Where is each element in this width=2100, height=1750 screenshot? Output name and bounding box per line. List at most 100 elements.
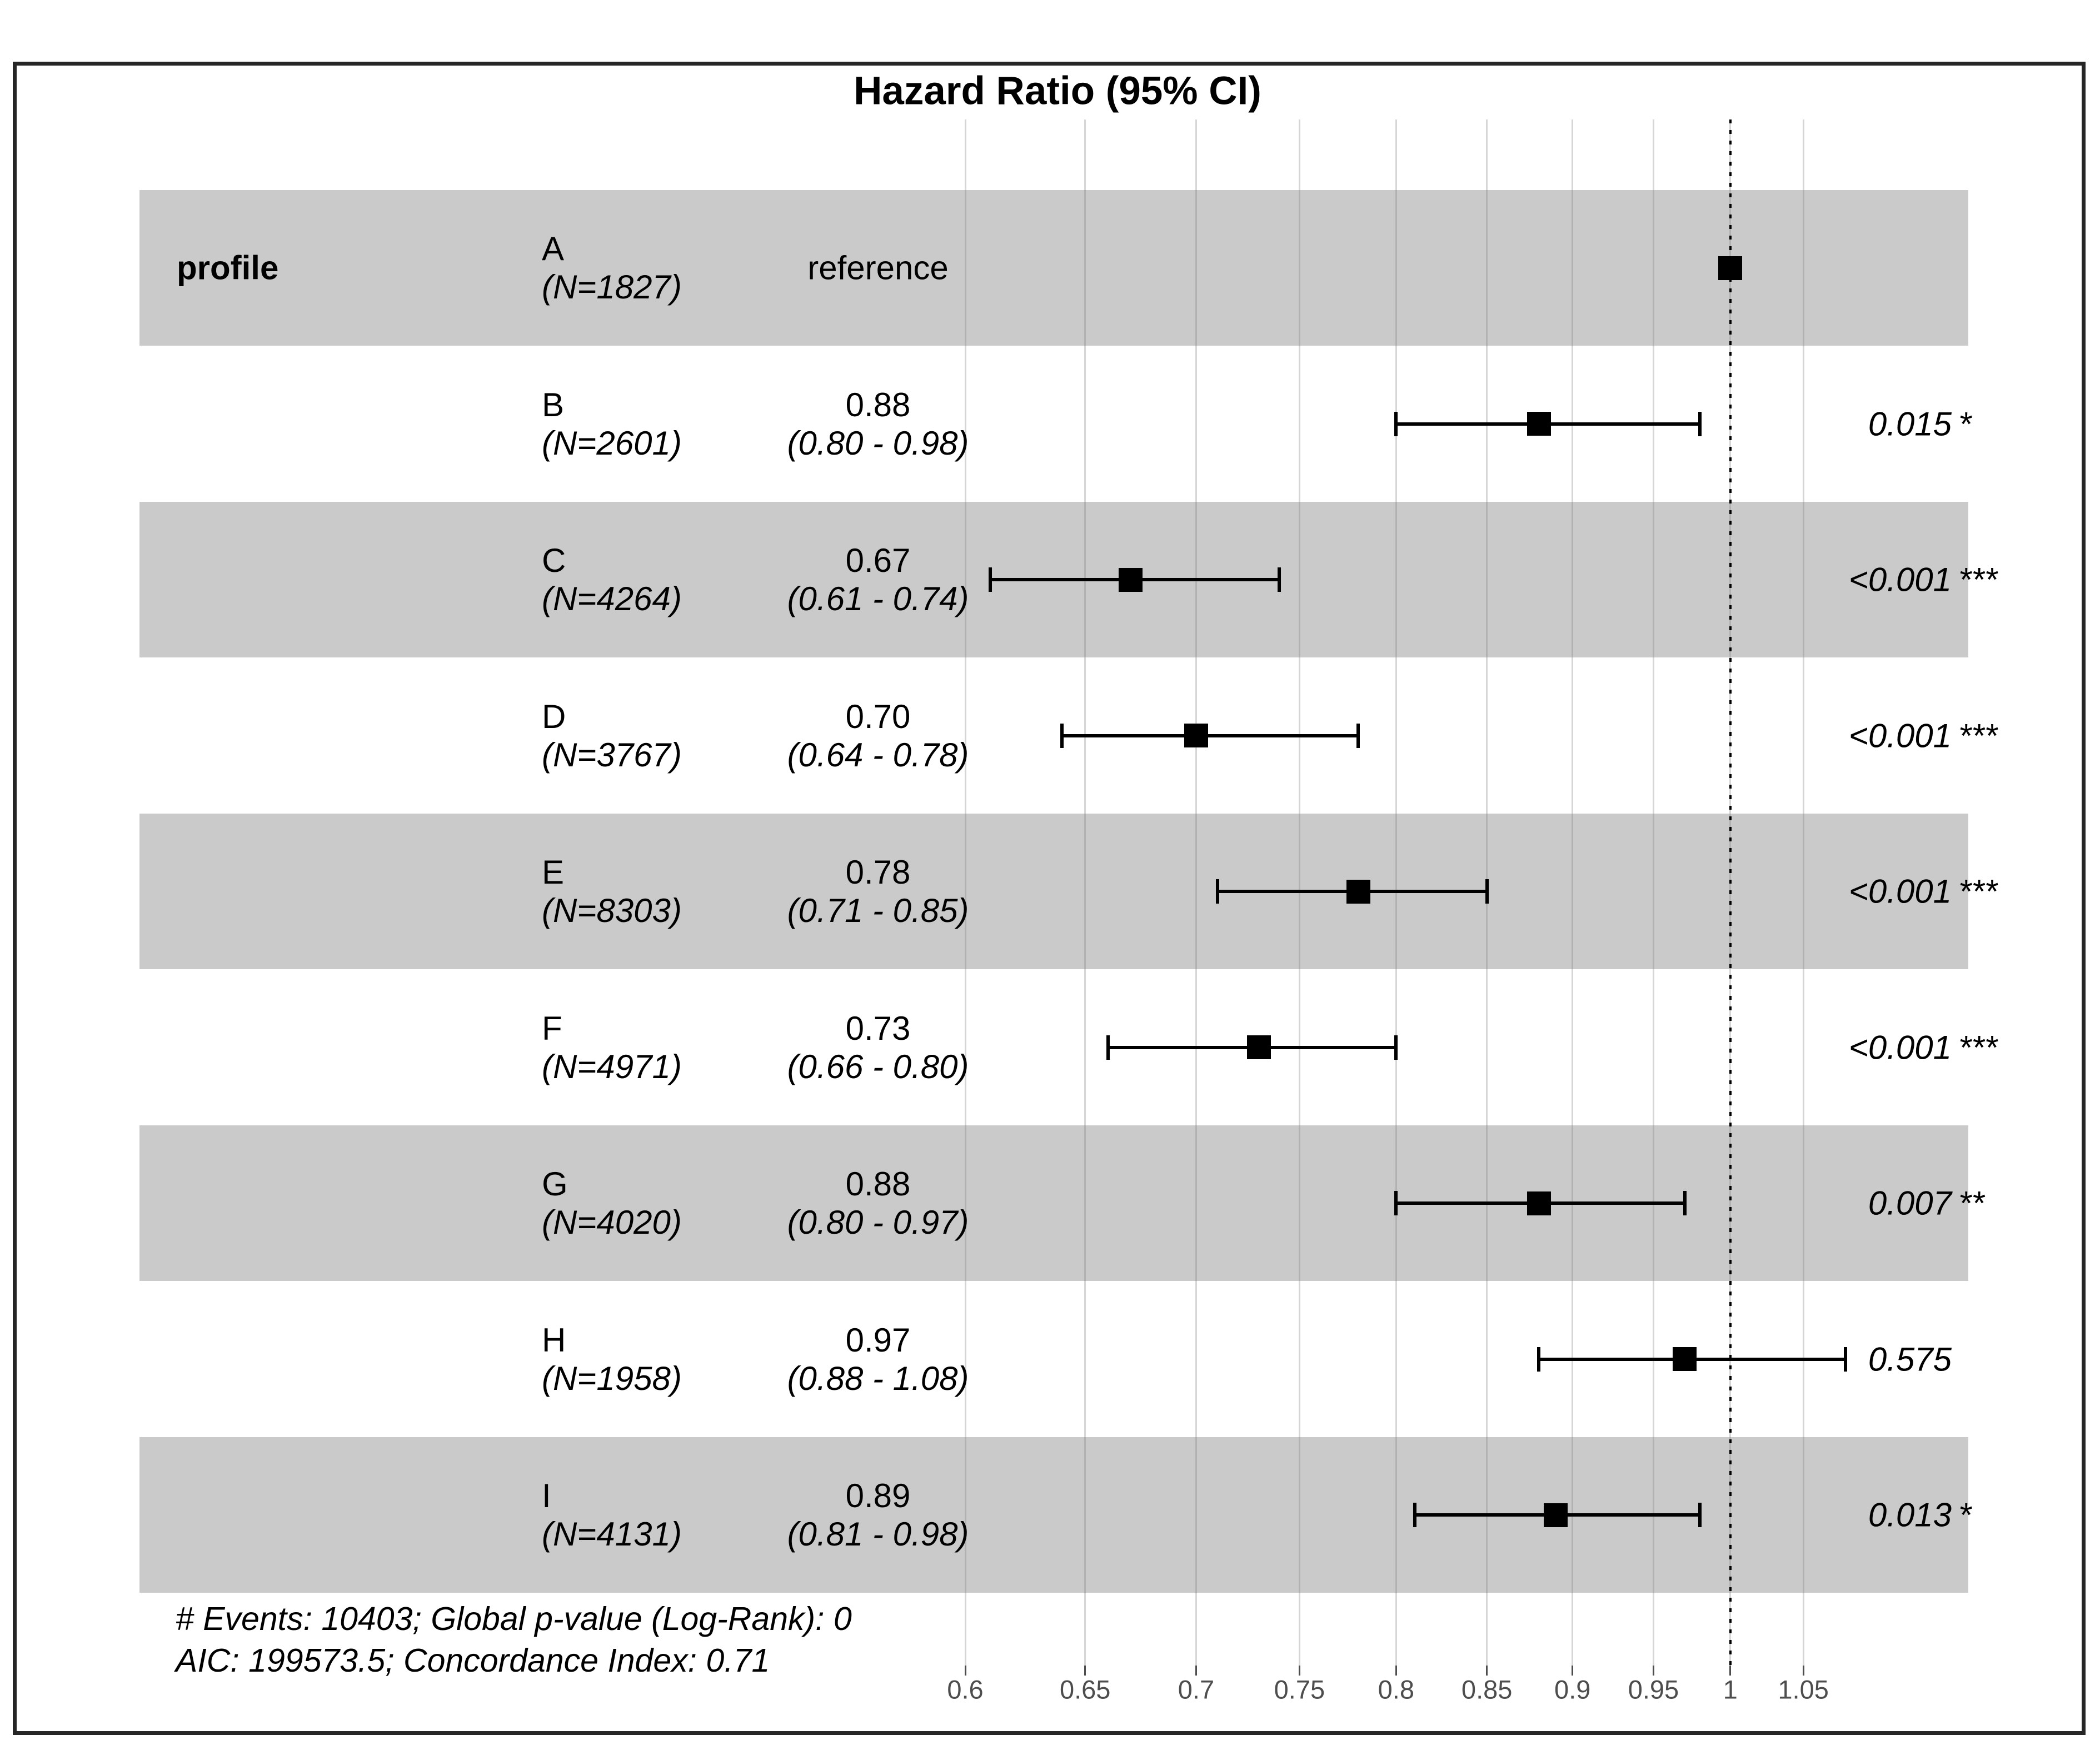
estimate-value-text: 0.89 xyxy=(845,1477,911,1514)
row-estimate-D: 0.70 (0.64 - 0.78) xyxy=(787,697,969,774)
hr-marker-A xyxy=(1718,256,1743,280)
ci-cap-left-E xyxy=(1215,879,1219,904)
p-value-B: 0.015 xyxy=(1868,405,1952,442)
estimate-ci-text: (0.61 - 0.74) xyxy=(787,580,969,617)
x-ticklabel-0.9: 0.9 xyxy=(1554,1674,1591,1704)
x-ticklabel-0.95: 0.95 xyxy=(1628,1674,1679,1704)
row-estimate-C: 0.67 (0.61 - 0.74) xyxy=(787,541,969,618)
p-value-I: 0.013 xyxy=(1868,1496,1952,1534)
estimate-ci-text: (0.71 - 0.85) xyxy=(787,892,969,929)
row-estimate-E: 0.78 (0.71 - 0.85) xyxy=(787,853,969,930)
ci-cap-right-E xyxy=(1485,879,1489,904)
row-estimate-G: 0.88 (0.80 - 0.97) xyxy=(787,1165,969,1242)
x-ticklabel-0.8: 0.8 xyxy=(1378,1674,1414,1704)
x-ticklabel-0.65: 0.65 xyxy=(1059,1674,1111,1704)
p-stars-D: *** xyxy=(1958,717,1998,754)
estimate-value-text: 0.88 xyxy=(845,1165,911,1203)
row-n-text: (N=4131) xyxy=(542,1515,682,1553)
hr-marker-B xyxy=(1527,412,1551,436)
p-stars-B: * xyxy=(1958,405,1972,442)
row-band-E xyxy=(139,813,1968,970)
x-tickmark-0.6 xyxy=(964,1666,966,1676)
row-level-text: D xyxy=(542,697,566,735)
row-n-text: (N=2601) xyxy=(542,424,682,462)
hr-marker-G xyxy=(1527,1191,1551,1215)
row-estimate-B: 0.88 (0.80 - 0.98) xyxy=(787,386,969,462)
row-band-G xyxy=(139,1125,1968,1282)
ci-cap-left-H xyxy=(1537,1347,1541,1372)
hr-marker-I xyxy=(1544,1503,1568,1527)
p-value-D: <0.001 xyxy=(1848,717,1952,754)
p-value-G: 0.007 xyxy=(1868,1184,1952,1222)
estimate-value-text: 0.67 xyxy=(845,542,911,579)
x-tickmark-0.8 xyxy=(1395,1666,1397,1676)
row-level-text: A xyxy=(542,230,565,267)
x-gridline-1.05 xyxy=(1802,119,1804,1666)
hr-marker-F xyxy=(1247,1035,1271,1059)
row-n-text: (N=1958) xyxy=(542,1359,682,1397)
x-ticklabel-0.85: 0.85 xyxy=(1461,1674,1513,1704)
ci-cap-right-G xyxy=(1683,1191,1687,1215)
row-level-text: E xyxy=(542,854,565,891)
ci-cap-right-D xyxy=(1356,723,1360,748)
x-ticklabel-1: 1 xyxy=(1723,1674,1738,1704)
row-label-G: G (N=4020) xyxy=(542,1165,682,1242)
row-label-H: H (N=1958) xyxy=(542,1321,682,1398)
estimate-ci-text: (0.64 - 0.78) xyxy=(787,736,969,774)
row-n-text: (N=3767) xyxy=(542,736,682,774)
row-label-D: D (N=3767) xyxy=(542,697,682,774)
reference-line xyxy=(1729,119,1732,1666)
x-gridline-0.9 xyxy=(1572,119,1574,1666)
ci-cap-right-H xyxy=(1844,1347,1848,1372)
ci-cap-right-B xyxy=(1698,411,1702,436)
row-label-A: A (N=1827) xyxy=(542,230,682,306)
footer-aic-line: AIC: 199573.5; Concordance Index: 0.71 xyxy=(176,1642,770,1679)
x-ticklabel-0.75: 0.75 xyxy=(1274,1674,1325,1704)
row-band-A xyxy=(139,190,1968,346)
x-ticklabel-0.7: 0.7 xyxy=(1178,1674,1215,1704)
row-level-text: C xyxy=(542,542,566,579)
estimate-value-text: 0.88 xyxy=(845,386,911,423)
x-tickmark-0.95 xyxy=(1652,1666,1654,1676)
x-gridline-0.6 xyxy=(964,119,966,1666)
estimate-ci-text: (0.80 - 0.97) xyxy=(787,1204,969,1241)
row-n-text: (N=8303) xyxy=(542,892,682,929)
p-value-F: <0.001 xyxy=(1848,1029,1952,1066)
hr-marker-D xyxy=(1184,724,1208,747)
ci-cap-right-F xyxy=(1394,1035,1398,1060)
x-tickmark-0.65 xyxy=(1084,1666,1086,1676)
x-gridline-0.65 xyxy=(1084,119,1086,1666)
x-tickmark-0.9 xyxy=(1572,1666,1574,1676)
p-stars-C: *** xyxy=(1958,561,1998,599)
hr-marker-C xyxy=(1118,567,1143,592)
ci-cap-left-G xyxy=(1394,1191,1398,1215)
row-estimate-H: 0.97 (0.88 - 1.08) xyxy=(787,1321,969,1398)
x-ticklabel-0.6: 0.6 xyxy=(947,1674,984,1704)
row-n-text: (N=4020) xyxy=(542,1204,682,1241)
estimate-ci-text: (0.80 - 0.98) xyxy=(787,424,969,462)
row-label-C: C (N=4264) xyxy=(542,541,682,618)
row-label-F: F (N=4971) xyxy=(542,1009,682,1086)
p-stars-G: ** xyxy=(1958,1184,1984,1222)
row-level-text: F xyxy=(542,1009,562,1047)
estimate-value-text: 0.70 xyxy=(845,697,911,735)
p-stars-E: *** xyxy=(1958,872,1998,910)
x-tickmark-0.7 xyxy=(1195,1666,1197,1676)
x-gridline-0.7 xyxy=(1195,119,1197,1666)
footer-events-line: # Events: 10403; Global p-value (Log-Ran… xyxy=(176,1601,852,1637)
estimate-ci-text: (0.88 - 1.08) xyxy=(787,1359,969,1397)
covariate-header: profile xyxy=(177,249,279,287)
row-label-B: B (N=2601) xyxy=(542,386,682,462)
x-tickmark-1.05 xyxy=(1802,1666,1804,1676)
ci-cap-left-B xyxy=(1394,411,1398,436)
row-label-E: E (N=8303) xyxy=(542,853,682,930)
hr-marker-E xyxy=(1346,879,1370,904)
row-n-text: (N=4264) xyxy=(542,580,682,617)
estimate-ci-text: (0.66 - 0.80) xyxy=(787,1048,969,1085)
ci-line-D xyxy=(1061,734,1359,737)
x-ticklabel-1.05: 1.05 xyxy=(1778,1674,1829,1704)
row-level-text: B xyxy=(542,386,565,423)
p-stars-I: * xyxy=(1958,1496,1972,1534)
x-gridline-0.95 xyxy=(1652,119,1654,1666)
